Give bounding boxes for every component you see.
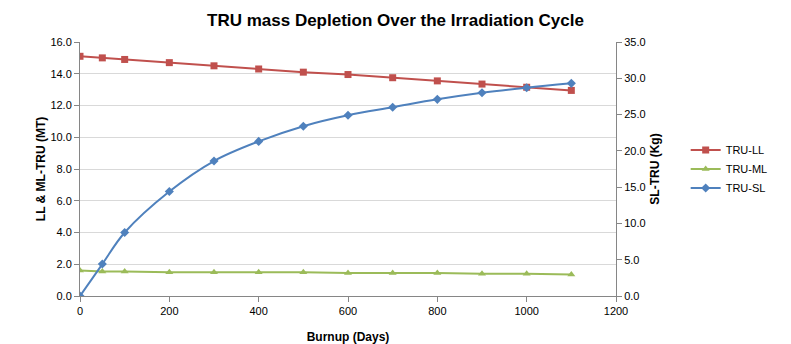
svg-text:800: 800	[428, 305, 446, 317]
svg-text:12.0: 12.0	[50, 99, 71, 111]
svg-text:1000: 1000	[514, 305, 538, 317]
svg-text:16.0: 16.0	[50, 36, 71, 48]
svg-text:20.0: 20.0	[624, 145, 645, 157]
svg-text:6.0: 6.0	[57, 195, 72, 207]
svg-text:TRU-SL: TRU-SL	[726, 182, 766, 194]
svg-text:600: 600	[339, 305, 357, 317]
svg-text:200: 200	[160, 305, 178, 317]
svg-text:LL & ML-TRU (MT): LL & ML-TRU (MT)	[34, 117, 48, 221]
svg-text:0: 0	[77, 305, 83, 317]
svg-text:0.0: 0.0	[624, 290, 639, 302]
svg-text:10.0: 10.0	[50, 131, 71, 143]
svg-text:25.0: 25.0	[624, 108, 645, 120]
svg-text:35.0: 35.0	[624, 36, 645, 48]
svg-text:1200: 1200	[604, 305, 628, 317]
svg-text:8.0: 8.0	[57, 163, 72, 175]
svg-text:30.0: 30.0	[624, 72, 645, 84]
svg-text:4.0: 4.0	[57, 226, 72, 238]
svg-text:0.0: 0.0	[57, 290, 72, 302]
svg-text:2.0: 2.0	[57, 258, 72, 270]
svg-text:TRU-LL: TRU-LL	[726, 144, 765, 156]
svg-text:Burnup (Days): Burnup (Days)	[307, 330, 390, 344]
svg-text:TRU-ML: TRU-ML	[726, 163, 768, 175]
svg-text:10.0: 10.0	[624, 217, 645, 229]
svg-text:SL-TRU (Kg): SL-TRU (Kg)	[648, 133, 662, 204]
svg-text:14.0: 14.0	[50, 68, 71, 80]
svg-text:400: 400	[249, 305, 267, 317]
svg-text:15.0: 15.0	[624, 181, 645, 193]
svg-text:TRU mass Depletion Over the Ir: TRU mass Depletion Over the Irradiation …	[207, 11, 584, 30]
svg-text:5.0: 5.0	[624, 254, 639, 266]
